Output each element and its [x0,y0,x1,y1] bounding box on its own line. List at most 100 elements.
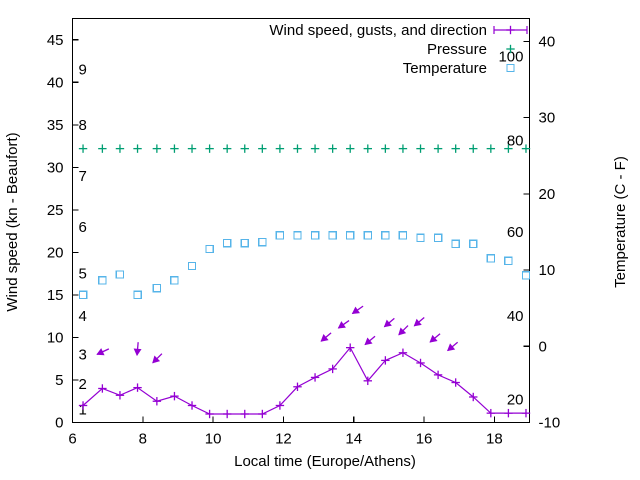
wind-direction-arrow [383,317,395,328]
x-tick-label: 18 [486,431,503,448]
beaufort-label: 4 [79,308,87,325]
arrow-head [96,348,105,356]
arrow-head [337,321,346,329]
y2-tick-label: 30 [539,110,556,127]
fahrenheit-label: 80 [507,132,524,149]
wind-direction-arrow [364,335,376,346]
temperature-marker [381,231,390,240]
wind-direction-arrow [351,305,364,315]
x-tick-label: 6 [68,431,76,448]
wind-direction-arrows [96,305,459,364]
fahrenheit-label: 100 [498,49,523,66]
wind-direction-arrow [413,317,425,327]
plot-frame [71,17,531,424]
fahrenheit-label: 60 [507,224,524,241]
temperature-marker [416,233,425,243]
y-tick-label: 20 [47,244,64,261]
wind-direction-arrow [337,320,350,329]
temperature-marker [504,256,513,266]
beaufort-label: 5 [79,266,87,283]
x-axis-ticks: 6 8 10 12 14 16 18 [68,416,503,448]
temperature-marker [521,271,531,280]
arrow-head [398,327,407,336]
y2-tick-label: -10 [539,415,561,432]
y-tick-label: 35 [47,117,64,134]
temperature-marker [240,238,249,248]
y-tick-label: 10 [47,329,64,346]
wind-direction-arrow [152,353,163,364]
temperature-marker [170,276,179,285]
y-tick-label: 40 [47,74,64,91]
temperature-marker [293,231,302,240]
x-tick-label: 16 [416,431,433,448]
y-tick-label: 30 [47,159,64,176]
data-series-group [78,144,531,419]
y-axis-title: Wind speed (kn - Beaufort) [4,132,21,311]
y-tick-label: 45 [47,32,64,49]
arrow-head [447,343,456,352]
wind-direction-arrow [133,342,142,357]
temperature-marker [78,290,88,300]
beaufort-label: 1 [79,402,87,419]
temperature-marker [187,261,197,271]
temperature-marker [152,283,162,293]
temperature-marker [258,237,267,247]
arrow-head [152,355,161,364]
temperature-marker [451,239,460,249]
legend-label: Temperature [403,60,487,77]
y2-tick-label: 20 [539,186,556,203]
y-tick-label: 15 [47,287,64,304]
temperature-marker [486,254,496,263]
legend: Wind speed, gusts, and direction Pressure… [269,22,528,77]
x-tick-label: 12 [275,431,292,448]
temperature-marker [98,276,107,285]
temperature-marker [310,231,320,240]
series-temperature [78,231,531,300]
x-tick-label: 10 [205,431,222,448]
fahrenheit-label: 40 [507,308,524,325]
y-tick-label: 0 [55,415,63,432]
arrow-head [429,334,438,343]
arrow-head [351,306,360,315]
series-wind-speed [78,343,531,419]
beaufort-label: 3 [79,346,87,363]
y2-axis-ticks: -10 0 10 20 30 40 [523,33,561,432]
temperature-marker [345,231,355,240]
temperature-marker [469,239,478,249]
y-tick-label: 5 [55,372,63,389]
wind-direction-arrow [429,333,441,343]
arrow-head [383,319,392,328]
x-tick-label: 14 [345,431,362,448]
temperature-marker [433,233,443,243]
beaufort-label: 6 [79,219,87,236]
temperature-marker [363,231,373,240]
series-pressure [78,144,531,153]
beaufort-label: 9 [79,62,87,79]
beaufort-label: 7 [79,168,87,185]
y2-tick-label: 10 [539,262,556,279]
fahrenheit-scale-labels: 20 40 60 80 100 [498,49,523,409]
arrow-head [320,334,329,342]
arrow-head [413,318,422,327]
temperature-marker [398,231,408,240]
fahrenheit-label: 20 [507,392,524,409]
wind-direction-arrow [96,348,110,356]
arrow-head [133,348,142,357]
beaufort-label: 8 [79,117,87,134]
x-axis-title: Local time (Europe/Athens) [234,453,416,470]
x-tick-label: 8 [139,431,147,448]
y2-axis-title: Temperature (C - F) [612,156,629,288]
plot-border [71,17,531,424]
y2-tick-label: 0 [539,338,547,355]
temperature-marker [328,231,337,240]
temperature-marker [205,244,214,254]
temperature-marker [275,231,285,240]
y-axis-ticks: 0 5 10 15 20 25 30 35 40 45 [47,32,79,432]
y2-tick-label: 40 [539,33,556,50]
beaufort-scale-labels: 1 2 3 4 5 6 7 8 9 [79,62,87,419]
temperature-marker [133,290,142,300]
arrow-head [364,337,373,346]
temperature-marker [115,270,125,279]
